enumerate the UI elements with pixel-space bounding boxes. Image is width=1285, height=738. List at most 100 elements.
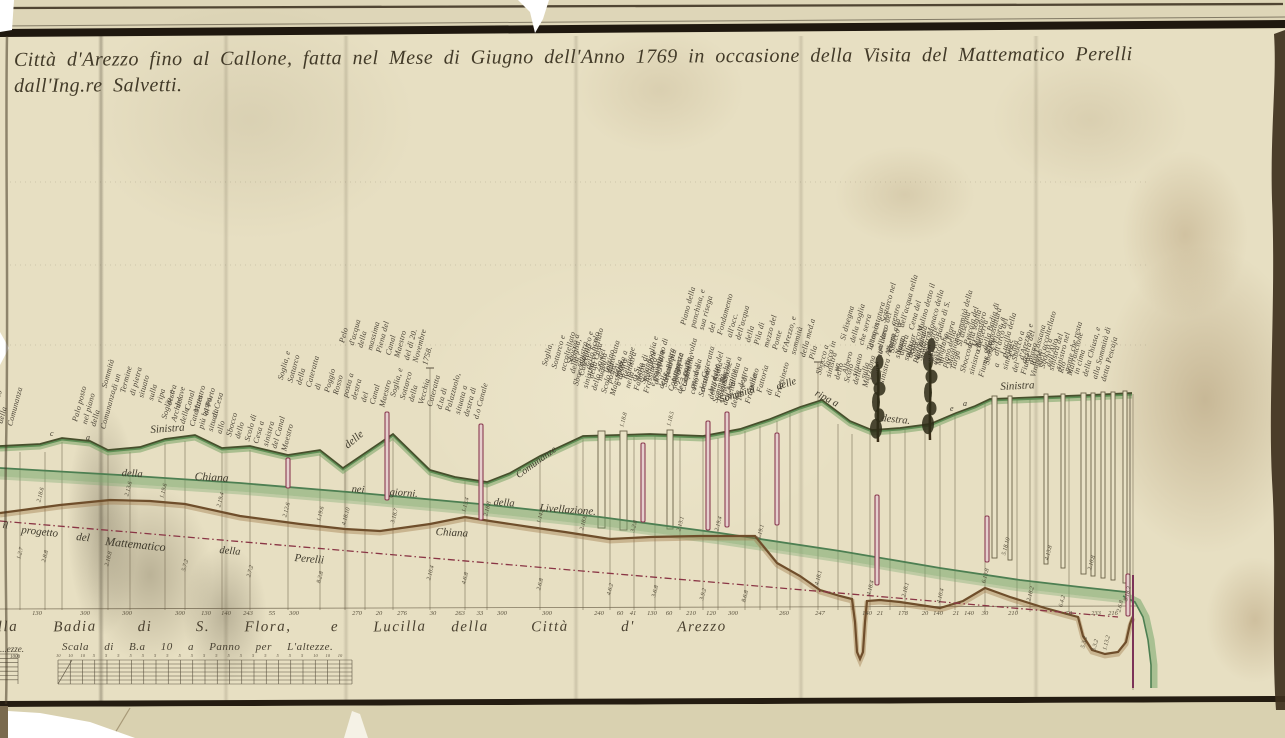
scale-tick-label: 5 — [301, 653, 304, 658]
scale-tick-label: 5 — [142, 653, 145, 658]
measuring-rod — [874, 494, 880, 586]
fold-crease — [223, 36, 229, 702]
fold-crease — [798, 36, 804, 702]
distance-value: 41 — [629, 610, 637, 617]
distance-value: 120 — [706, 610, 716, 617]
profile-word: Chiana — [435, 526, 469, 540]
profile-word: il — [2, 520, 9, 532]
distance-value: 233 — [1091, 610, 1101, 617]
scale-tick-label: 5 — [252, 653, 255, 658]
scale-tick-label: 10 — [56, 653, 61, 658]
fold-crease — [573, 36, 579, 702]
scale-tick-label: 5 — [130, 653, 133, 658]
profile-word: della — [121, 468, 143, 481]
water-band-edge — [0, 467, 1127, 593]
distance-value: 30 — [981, 610, 989, 617]
distance-value: 20 — [375, 610, 383, 617]
tree-foliage-icon — [924, 382, 932, 403]
distance-value: 21 — [876, 610, 884, 617]
scale-tick-label: 5 — [154, 653, 157, 658]
scale-caption: Scala di B.a 10 a Panno per L'altezze. — [62, 641, 334, 653]
right-torn-edge — [1270, 30, 1285, 710]
sluice-slot — [597, 430, 606, 529]
measuring-rod — [984, 515, 990, 563]
distance-value: 300 — [497, 610, 507, 617]
sluice-slot — [1060, 393, 1066, 569]
fold-crease — [343, 36, 349, 702]
place-name: d' — [620, 618, 635, 636]
scale-tick-label: 5 — [215, 653, 218, 658]
scale-tick-label: 5 — [264, 653, 267, 658]
distance-value: 30 — [429, 610, 437, 617]
measuring-rod — [478, 423, 484, 521]
water-band — [0, 467, 1127, 601]
distance-value: 130 — [201, 610, 211, 617]
distance-value: 178 — [898, 610, 908, 617]
distance-value: 260 — [779, 610, 789, 617]
distance-value: 300 — [289, 610, 299, 617]
distance-value: 276 — [397, 610, 407, 617]
terrain-line — [0, 392, 1133, 483]
scale-tick-label: 10 — [313, 653, 318, 658]
distance-value: 140 — [862, 610, 872, 617]
left-edge-notch — [0, 332, 9, 365]
sluice-slot — [1080, 392, 1087, 575]
distance-value: 53 — [1065, 610, 1073, 617]
scale-number: 1000 — [10, 655, 20, 660]
scale-tick-label: 5 — [179, 653, 182, 658]
measuring-rod — [705, 420, 711, 531]
scale-tick-label: 5 — [166, 653, 169, 658]
terrain-green-wash — [0, 393, 1133, 488]
distance-value: 247 — [815, 610, 825, 617]
profile-word: della — [493, 497, 515, 510]
scale-tick-label: 10 — [338, 653, 343, 658]
waterfall-band — [1124, 592, 1158, 688]
distance-value: 300 — [122, 610, 132, 617]
place-name: Lucilla — [373, 618, 427, 636]
distance-value: 21 — [952, 610, 960, 617]
terrain-green-edge — [0, 393, 1133, 485]
distance-value: 300 — [80, 610, 90, 617]
fold-crease — [98, 36, 104, 702]
tree-foliage-icon — [871, 365, 881, 386]
bottom-left-tear — [8, 711, 135, 738]
left-torn-edge — [4, 35, 9, 705]
tree-foliage-icon — [927, 338, 936, 352]
project-dashed-line — [0, 520, 1119, 618]
place-name: Città — [531, 618, 569, 636]
profile-word: del — [75, 531, 91, 545]
scale-tick-label: 10 — [81, 653, 86, 658]
sluice-slot — [666, 429, 674, 530]
distance-value: 140 — [964, 610, 974, 617]
tree-foliage-icon — [875, 355, 884, 369]
distance-value: 243 — [243, 610, 253, 617]
scale-tick-label: 5 — [240, 653, 243, 658]
bottom-border-rule — [0, 696, 1285, 707]
sluice-slot — [1090, 392, 1096, 577]
sheet-title: Città d'Arezzo fino al Callone, fatta ne… — [13, 43, 1133, 97]
place-name: S. — [195, 618, 211, 636]
distance-value: 300 — [175, 610, 185, 617]
scale-tick-label: 10 — [68, 653, 73, 658]
distance-value: 20 — [921, 610, 929, 617]
tree-foliage-icon — [923, 350, 933, 371]
sluice-slot — [619, 430, 628, 531]
profile-word: c — [50, 429, 54, 438]
water-band-fade — [0, 476, 1127, 604]
profile-word: Perelli — [293, 552, 325, 567]
distance-value: 210 — [686, 610, 696, 617]
profile-word: Chiana — [194, 471, 229, 485]
distance-value: 55 — [268, 610, 276, 617]
scale-tick-label: 5 — [277, 653, 280, 658]
profile-word: e — [950, 404, 954, 413]
scale-bar-diagonal — [57, 659, 73, 685]
place-name: Badia — [53, 618, 97, 636]
distance-value: 33 — [476, 610, 484, 617]
distance-value: 60 — [665, 610, 673, 617]
measuring-rod — [285, 457, 291, 489]
tree-foliage-icon — [925, 369, 938, 384]
top-tear-notch — [518, 0, 549, 33]
place-name: lla — [0, 618, 19, 636]
sluice-slot — [991, 395, 998, 559]
